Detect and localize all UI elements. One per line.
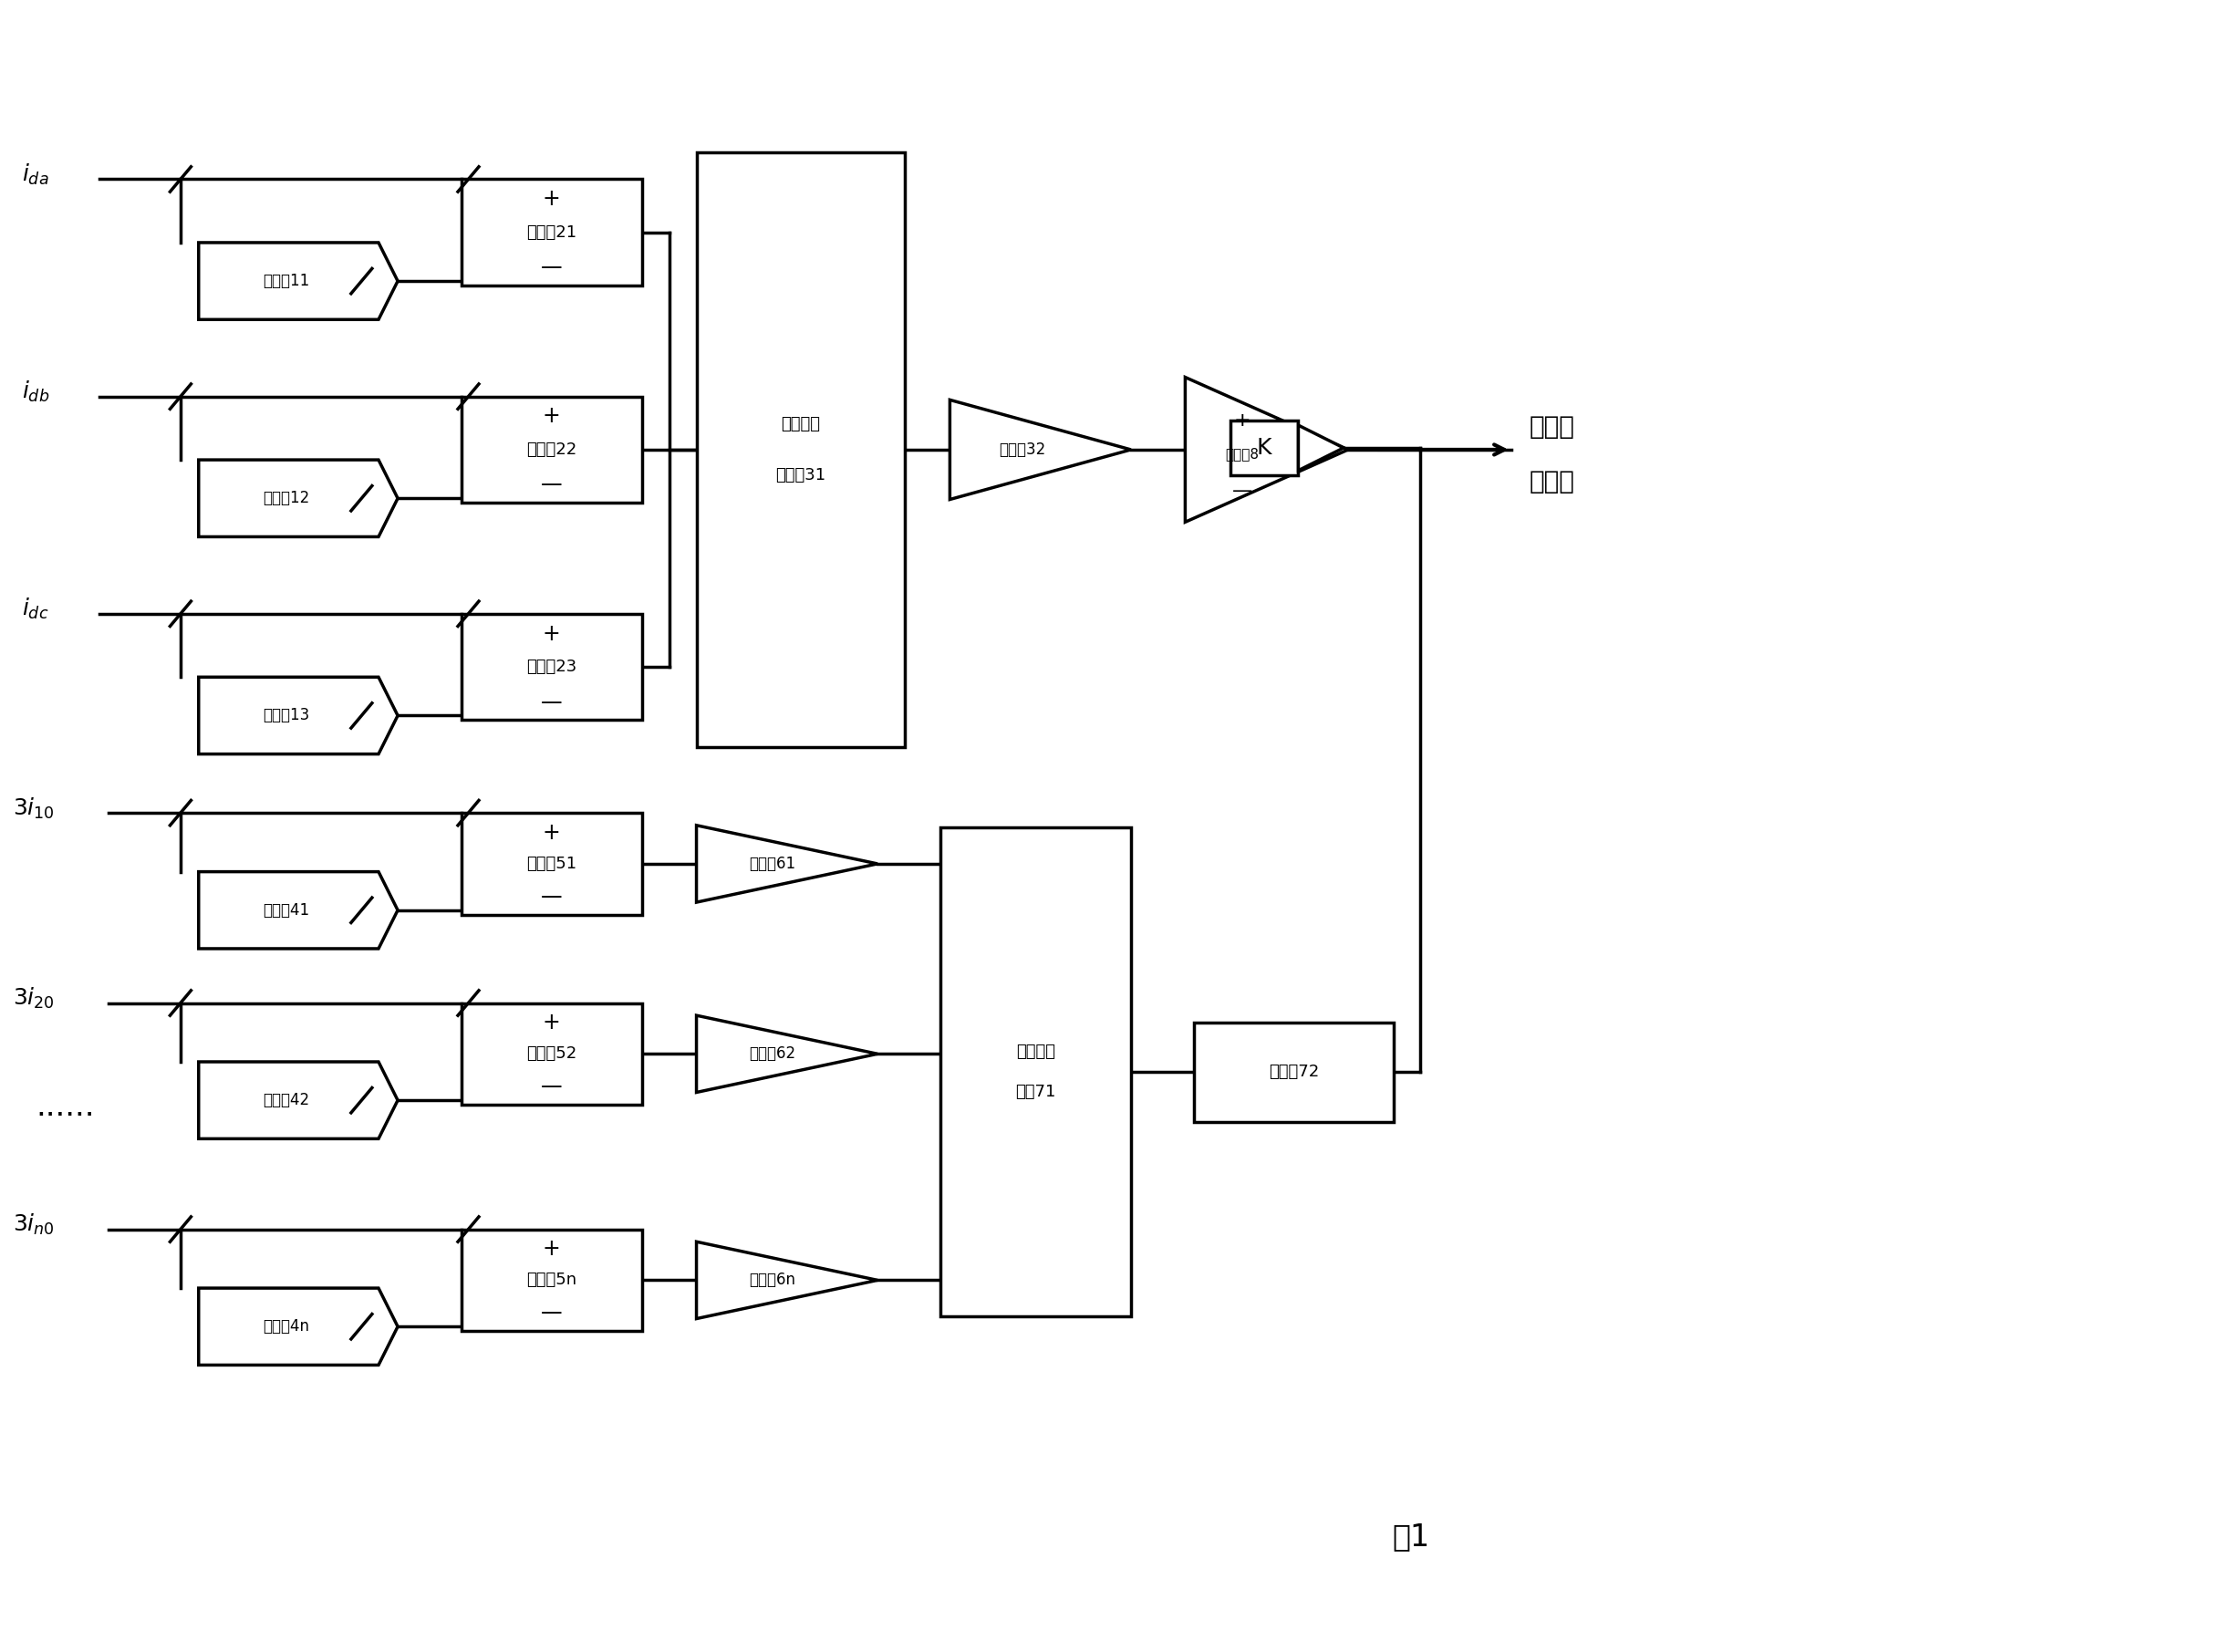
Text: —: —: [540, 1075, 562, 1097]
Bar: [1232, 421, 1298, 476]
Text: 基波正序: 基波正序: [781, 416, 821, 433]
Text: 电路71: 电路71: [1015, 1084, 1055, 1100]
Text: 减法器5n: 减法器5n: [527, 1272, 578, 1289]
Text: —: —: [540, 474, 562, 496]
Text: 记忆器41: 记忆器41: [263, 902, 310, 919]
Bar: [696, 152, 904, 747]
Bar: [941, 828, 1131, 1317]
Polygon shape: [1185, 377, 1348, 522]
Text: —: —: [1232, 481, 1252, 499]
Polygon shape: [199, 1062, 397, 1138]
Text: $3i_{10}$: $3i_{10}$: [13, 796, 56, 821]
Bar: [462, 813, 643, 915]
Bar: [462, 178, 643, 286]
Bar: [462, 615, 643, 720]
Polygon shape: [1298, 425, 1343, 471]
Text: 滤波器61: 滤波器61: [750, 856, 796, 872]
Polygon shape: [696, 826, 877, 902]
Text: 滤波器32: 滤波器32: [999, 441, 1046, 458]
Text: 求最大值: 求最大值: [1017, 1044, 1055, 1061]
Text: —: —: [540, 885, 562, 907]
Text: 记忆器12: 记忆器12: [263, 491, 310, 507]
Polygon shape: [199, 872, 397, 948]
Text: 记忆器4n: 记忆器4n: [263, 1318, 310, 1335]
Polygon shape: [950, 400, 1131, 499]
Text: 动信号: 动信号: [1528, 469, 1575, 494]
Text: +: +: [542, 405, 560, 428]
Text: $3i_{n0}$: $3i_{n0}$: [13, 1213, 56, 1237]
Polygon shape: [199, 243, 397, 319]
Polygon shape: [696, 1016, 877, 1092]
Polygon shape: [199, 1289, 397, 1365]
Text: $3i_{20}$: $3i_{20}$: [13, 986, 56, 1011]
Bar: [462, 1229, 643, 1332]
Text: 图1: 图1: [1392, 1521, 1430, 1553]
Text: 减法器51: 减法器51: [527, 856, 578, 872]
Text: 减法器52: 减法器52: [527, 1046, 578, 1062]
Text: $i_{db}$: $i_{db}$: [22, 380, 49, 405]
Text: —: —: [540, 691, 562, 714]
Text: 滤波器6n: 滤波器6n: [750, 1272, 796, 1289]
Text: +: +: [542, 623, 560, 644]
Text: 记忆器13: 记忆器13: [263, 707, 310, 724]
Text: 减法器22: 减法器22: [527, 441, 578, 458]
Text: $i_{dc}$: $i_{dc}$: [22, 596, 49, 621]
Bar: [1194, 1023, 1394, 1122]
Text: +: +: [542, 1013, 560, 1034]
Text: 减法器23: 减法器23: [527, 659, 578, 676]
Text: 比较器8: 比较器8: [1225, 448, 1258, 461]
Text: —: —: [540, 256, 562, 279]
Polygon shape: [199, 677, 397, 753]
Text: 滤过器31: 滤过器31: [776, 468, 825, 484]
Polygon shape: [199, 459, 397, 537]
Bar: [462, 1003, 643, 1105]
Text: +: +: [542, 188, 560, 210]
Text: 乘法器72: 乘法器72: [1269, 1064, 1319, 1080]
Text: 三相制: 三相制: [1528, 415, 1575, 439]
Text: —: —: [540, 1302, 562, 1323]
Polygon shape: [696, 1242, 877, 1318]
Text: ......: ......: [36, 1092, 94, 1122]
Text: $i_{da}$: $i_{da}$: [22, 162, 49, 187]
Bar: [462, 396, 643, 502]
Text: +: +: [542, 821, 560, 844]
Text: +: +: [542, 1239, 560, 1260]
Text: 记忆器11: 记忆器11: [263, 273, 310, 289]
Text: +: +: [1234, 411, 1252, 430]
Text: 记忆器42: 记忆器42: [263, 1092, 310, 1108]
Text: 减法器21: 减法器21: [527, 225, 578, 241]
Text: 滤波器62: 滤波器62: [750, 1046, 796, 1062]
Text: K: K: [1256, 436, 1272, 459]
